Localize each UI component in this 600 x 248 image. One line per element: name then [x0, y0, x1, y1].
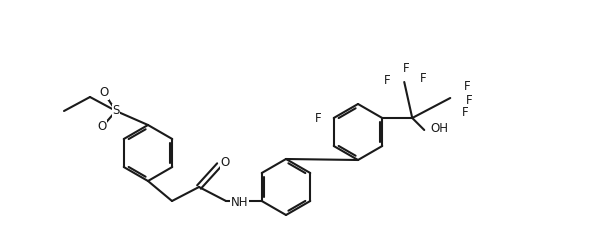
Text: F: F: [420, 71, 427, 85]
Text: F: F: [315, 112, 322, 124]
Text: F: F: [383, 73, 390, 87]
Text: F: F: [466, 93, 473, 106]
Text: F: F: [403, 62, 410, 74]
Text: O: O: [100, 87, 109, 99]
Text: NH: NH: [231, 196, 248, 210]
Text: F: F: [464, 80, 471, 93]
Text: S: S: [112, 104, 119, 118]
Text: O: O: [220, 156, 230, 169]
Text: F: F: [462, 106, 469, 120]
Text: O: O: [97, 121, 107, 133]
Text: OH: OH: [430, 122, 448, 134]
